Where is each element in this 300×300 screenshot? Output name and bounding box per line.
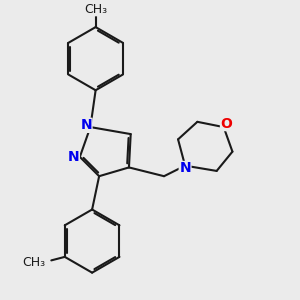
Text: N: N: [179, 161, 191, 176]
Text: N: N: [68, 150, 79, 164]
Text: CH₃: CH₃: [84, 3, 107, 16]
Text: CH₃: CH₃: [22, 256, 45, 268]
Text: O: O: [220, 117, 232, 130]
Text: N: N: [80, 118, 92, 132]
